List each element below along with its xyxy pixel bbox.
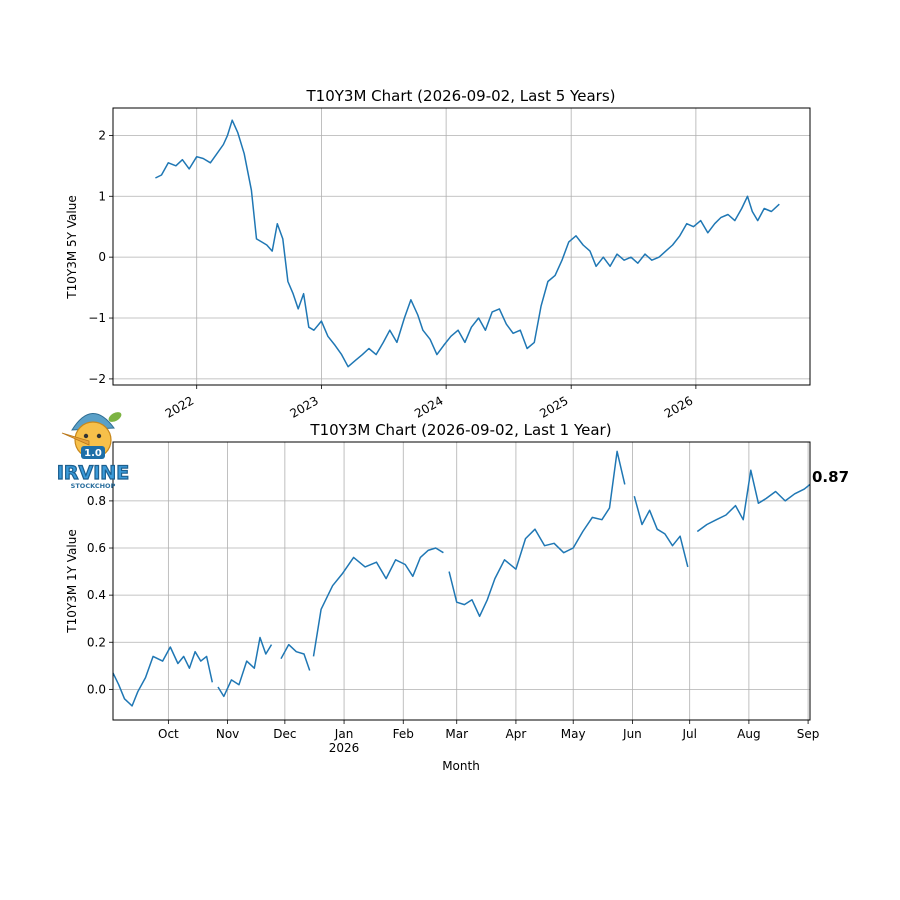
chart-5y-y-axis-label: T10Y3M 5Y Value xyxy=(65,195,79,299)
chart-1y-x-tick-label: Jul xyxy=(681,727,696,741)
logo-nose xyxy=(61,432,90,446)
chart-1y-series-line xyxy=(696,469,811,533)
chart-5y-x-ticks: 2022 2023 2024 2025 2026 xyxy=(163,385,697,421)
chart-1y-y-tick-label: 0.4 xyxy=(87,588,106,602)
chart-1y-x-tick-label: Nov xyxy=(216,727,239,741)
chart-5y-y-ticks: −2 −1 0 1 2 xyxy=(88,128,113,386)
chart-5y-y-tick-label: −1 xyxy=(88,311,106,325)
chart-1y-x-tick-label: Dec xyxy=(273,727,296,741)
chart-5y-x-tick-label: 2023 xyxy=(287,393,320,420)
chart-1y-frame xyxy=(112,441,811,721)
chart-1y-y-tick-label: 0.0 xyxy=(87,682,106,696)
logo-eye-right xyxy=(96,433,102,439)
chart-5y-title: T10Y3M Chart (2026-09-02, Last 5 Years) xyxy=(306,87,616,105)
chart-5y-y-tick-label: 1 xyxy=(98,189,106,203)
logo-badge xyxy=(81,446,105,459)
chart-5y-x-tick-label: 2026 xyxy=(662,393,695,420)
chart-1y-series-line xyxy=(312,547,444,657)
chart-1y-x-axis-label: Month xyxy=(442,759,480,773)
chart-1y-y-axis-label: T10Y3M 1Y Value xyxy=(65,529,79,633)
last-value-label: 0.87 xyxy=(812,468,849,486)
chart-1y-series-line xyxy=(633,496,689,568)
logo-subword: STOCKCHOP xyxy=(71,482,116,490)
chart-1y-x-tick-label: Aug xyxy=(737,727,760,741)
chart-5y-y-tick-label: 0 xyxy=(98,250,106,264)
chart-5y-x-tick-label: 2022 xyxy=(163,393,196,420)
chart-5y-grid xyxy=(113,108,810,385)
chart-1y-y-tick-label: 0.2 xyxy=(87,635,106,649)
chart-1y-x-tick-label: Feb xyxy=(393,727,414,741)
irvine-stockchop-logo: 1.0 IRVINE STOCKCHOP xyxy=(56,412,130,490)
chart-1y-title: T10Y3M Chart (2026-09-02, Last 1 Year) xyxy=(309,421,611,439)
chart-5y-y-tick-label: −2 xyxy=(88,372,106,386)
chart-5y-series-line xyxy=(155,119,780,368)
chart-1y-x-tick-label: Mar xyxy=(445,727,468,741)
chart-1y-x-tick-label: Jan xyxy=(334,727,354,741)
logo-word: IRVINE xyxy=(57,462,129,484)
chart-1y-series-line xyxy=(112,646,214,707)
chart-1y-y-ticks: 0.0 0.2 0.4 0.6 0.8 xyxy=(87,494,113,696)
logo-leaf xyxy=(108,412,122,422)
chart-5y-line-layer xyxy=(155,119,780,368)
chart-1y-x-tick-label: Sep xyxy=(797,727,820,741)
chart-1y-line-layer xyxy=(112,450,811,707)
chart-1y-x-tick-label: Apr xyxy=(506,727,527,741)
chart-1y-x-tick-label: May xyxy=(561,727,586,741)
logo-eye-left xyxy=(83,433,89,439)
chart-1y-series-line xyxy=(217,636,273,698)
chart-5y-x-tick-label: 2025 xyxy=(537,393,570,420)
chart-5y: −2 −1 0 1 2 2022 2023 2024 2025 2026 T10Y3M Char… xyxy=(65,87,811,421)
chart-5y-frame xyxy=(112,107,811,386)
chart-1y-grid xyxy=(113,442,810,720)
chart-1y-x-tick-sublabel: 2026 xyxy=(329,741,360,755)
chart-1y-y-tick-label: 0.8 xyxy=(87,494,106,508)
chart-5y-x-tick-label: 2024 xyxy=(412,393,445,420)
chart-1y-x-tick-label: Jun xyxy=(622,727,642,741)
logo-badge-text: 1.0 xyxy=(84,448,102,459)
chart-5y-y-tick-label: 2 xyxy=(98,128,106,142)
chart-1y-y-tick-label: 0.6 xyxy=(87,541,106,555)
chart-1y-series-line xyxy=(280,643,311,671)
chart-1y-x-tick-label: Oct xyxy=(158,727,179,741)
chart-1y-series-line xyxy=(448,450,626,618)
